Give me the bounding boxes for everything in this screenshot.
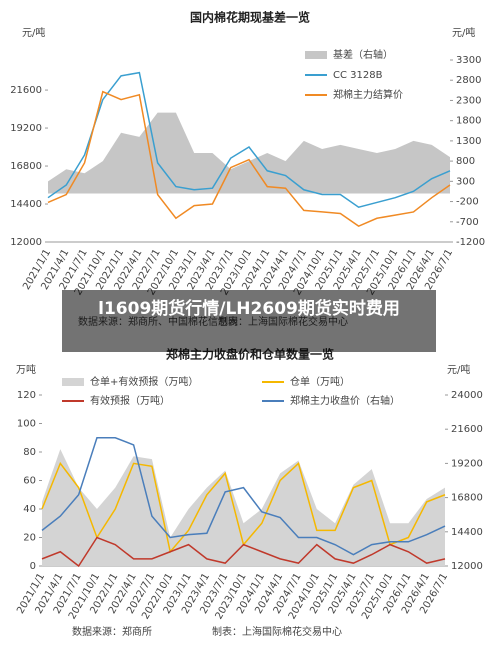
- y2-tick-label: 800: [456, 156, 475, 167]
- y-tick-label: 120: [17, 390, 36, 401]
- y-tick-label: 40: [23, 504, 36, 515]
- y-tick-label: 100: [17, 419, 36, 430]
- legend-label: 基差（右轴）: [333, 48, 393, 61]
- line: [41, 536, 446, 568]
- y-tick-label: 20: [23, 533, 36, 544]
- y2-tick-label: 1800: [456, 116, 481, 127]
- line: [47, 71, 451, 208]
- y-tick-label: 16800: [10, 161, 42, 172]
- y2-tick-label: 1300: [456, 136, 481, 147]
- y2-tick-label: 2300: [456, 95, 481, 106]
- y-tick-label: 21600: [10, 85, 42, 96]
- y2-tick-label: 300: [456, 176, 475, 187]
- y-tick-label: 14400: [10, 199, 42, 210]
- y2-axis-label: 元/吨: [452, 26, 475, 39]
- y2-tick-label: 24000: [451, 390, 483, 401]
- legend-label: 有效预报（万吨）: [90, 394, 170, 407]
- y-tick-label: 80: [23, 447, 36, 458]
- y2-tick-label: 19200: [451, 458, 483, 469]
- y2-axis-label: 元/吨: [447, 363, 470, 376]
- credit-note: 制表：上海国际棉花交易中心: [212, 625, 342, 638]
- legend-label: 郑棉主力收盘价（右轴）: [290, 394, 400, 407]
- source-note: 数据来源：郑商所: [72, 625, 152, 638]
- y-tick-label: 0: [30, 561, 36, 572]
- banner: l1609期货行情/LH2609期货实时费用: [62, 290, 436, 352]
- line: [47, 90, 451, 228]
- legend-label: 郑棉主力结算价: [333, 88, 403, 101]
- y-axis-label: 元/吨: [22, 26, 45, 39]
- y2-tick-label: -1200: [456, 237, 485, 248]
- legend-label: CC 3128B: [333, 70, 383, 81]
- area: [42, 449, 445, 566]
- y-axis-label: 万吨: [16, 363, 36, 376]
- y-tick-label: 12000: [10, 237, 42, 248]
- y2-tick-label: -200: [456, 197, 479, 208]
- legend-swatch: [62, 378, 84, 386]
- y2-tick-label: 3300: [456, 55, 481, 66]
- legend-label: 仓单（万吨）: [290, 375, 350, 388]
- line: [41, 437, 446, 556]
- area: [48, 112, 450, 194]
- legend-swatch: [305, 51, 327, 59]
- y2-tick-label: 2800: [456, 75, 481, 86]
- y2-tick-label: 16800: [451, 493, 483, 504]
- y2-tick-label: 12000: [451, 561, 483, 572]
- legend-label: 仓单+有效预报（万吨）: [90, 375, 198, 388]
- y2-tick-label: 14400: [451, 527, 483, 538]
- chart-title: 国内棉花期现基差一览: [190, 10, 310, 25]
- y2-tick-label: -700: [456, 217, 479, 228]
- y-tick-label: 19200: [10, 123, 42, 134]
- y2-tick-label: 21600: [451, 424, 483, 435]
- y-tick-label: 60: [23, 476, 36, 487]
